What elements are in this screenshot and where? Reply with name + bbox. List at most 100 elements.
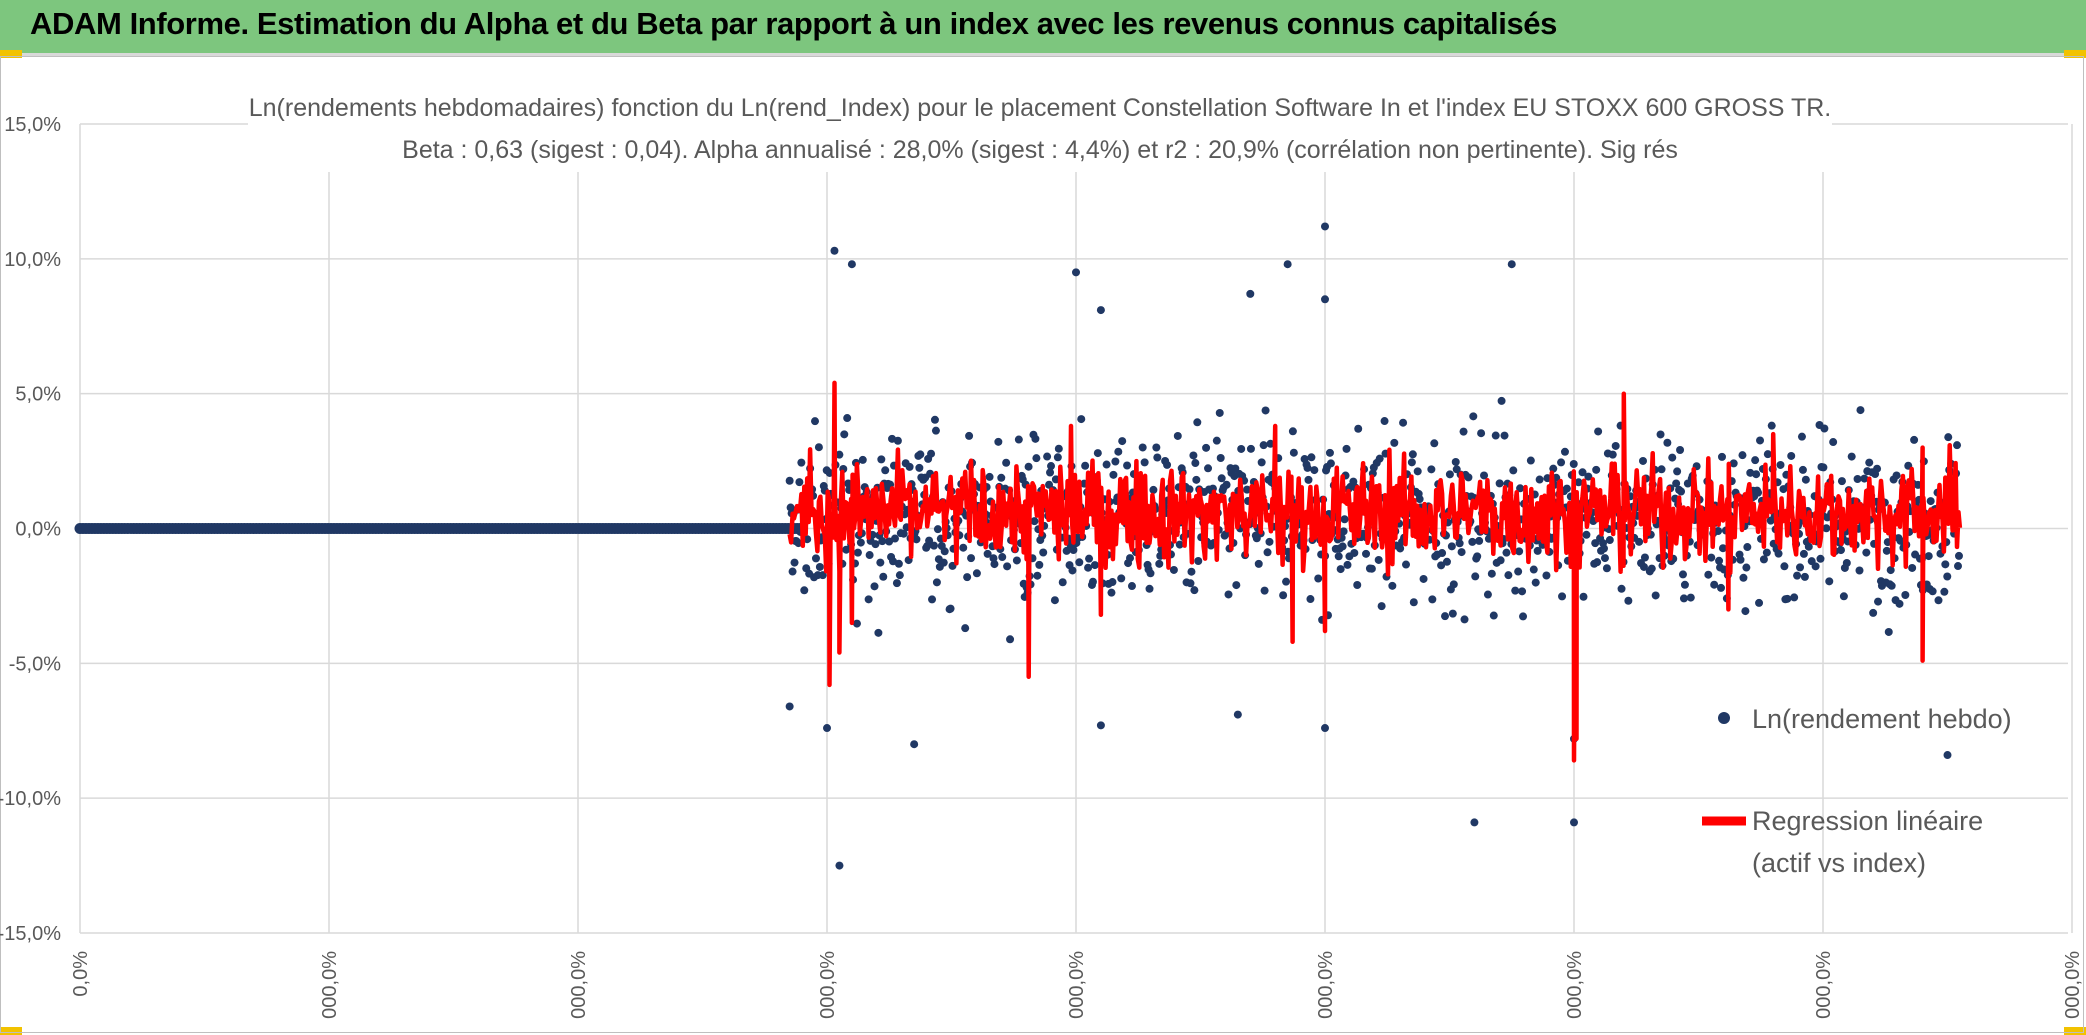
data-point	[1053, 453, 1062, 462]
data-point	[894, 559, 903, 568]
data-point	[1638, 456, 1647, 465]
data-point	[1107, 588, 1116, 597]
data-point	[1261, 406, 1270, 415]
data-point	[1475, 536, 1484, 545]
data-point	[1012, 556, 1021, 565]
y-tick-label: -15,0%	[0, 923, 61, 945]
data-point	[1676, 445, 1685, 454]
data-point	[1865, 458, 1874, 467]
data-point	[963, 573, 972, 582]
data-point	[1856, 406, 1865, 415]
data-point	[1886, 566, 1895, 575]
data-point	[1338, 542, 1347, 551]
data-point	[1246, 289, 1255, 298]
data-point	[998, 553, 1007, 562]
data-point	[870, 582, 879, 591]
data-point	[1668, 453, 1677, 462]
data-point	[1321, 724, 1329, 733]
data-point	[1774, 549, 1783, 558]
data-point	[1449, 580, 1458, 589]
data-point	[1202, 443, 1211, 452]
data-point	[928, 595, 937, 604]
data-point	[1853, 474, 1862, 483]
data-point	[1754, 488, 1763, 497]
data-point	[1077, 415, 1086, 424]
data-point	[1796, 563, 1805, 572]
data-point	[800, 586, 809, 595]
data-point	[1862, 548, 1871, 557]
data-point	[1189, 451, 1198, 460]
data-point	[881, 466, 890, 475]
data-point	[932, 578, 941, 587]
data-point	[905, 462, 914, 471]
data-point	[1169, 565, 1178, 574]
data-point	[1006, 635, 1015, 644]
data-point	[1217, 474, 1226, 483]
data-point	[1033, 571, 1042, 580]
data-point	[1793, 571, 1802, 580]
data-point	[1259, 441, 1268, 450]
data-point	[1892, 471, 1901, 480]
data-point	[1367, 564, 1376, 573]
data-point	[931, 426, 940, 435]
y-axis-ticks: 15,0% 10,0% 5,0% 0,0% -5,0% -10,0% -15,0%	[0, 114, 61, 945]
data-point	[785, 702, 794, 711]
data-point	[1470, 818, 1479, 827]
data-point	[1491, 431, 1500, 440]
data-point	[1928, 587, 1937, 596]
y-tick-label: 5,0%	[15, 384, 61, 406]
data-point	[1321, 222, 1329, 231]
data-point	[1847, 452, 1856, 461]
data-point	[994, 437, 1003, 446]
data-point	[1787, 451, 1796, 460]
data-point	[1560, 447, 1569, 456]
legend-label-regression-line-2: (actif vs index)	[1752, 848, 1926, 878]
data-point	[1088, 577, 1097, 586]
data-point	[1326, 459, 1335, 468]
data-point	[858, 455, 867, 464]
data-point	[1457, 548, 1466, 557]
data-point	[1542, 571, 1551, 580]
data-point	[1455, 539, 1464, 548]
data-point	[1742, 563, 1751, 572]
x-axis-ticks: 0,0% 000,0% 000,0% 000,0% 000,0% 000,0% 000,0%…	[70, 951, 2084, 1019]
data-point	[1415, 495, 1424, 504]
data-point	[1497, 396, 1506, 405]
data-point	[1014, 435, 1023, 444]
data-point	[1109, 470, 1118, 479]
data-point	[1635, 537, 1644, 546]
data-point	[1469, 412, 1478, 421]
data-point	[1399, 418, 1408, 427]
data-point	[1776, 460, 1785, 469]
data-point	[1304, 475, 1313, 484]
data-point	[1185, 485, 1194, 494]
data-point	[823, 724, 831, 733]
x-tick-label: 000,0%	[817, 951, 839, 1019]
data-point	[1639, 562, 1648, 571]
data-point	[1686, 593, 1695, 602]
legend: Ln(rendement hebdo) Regression linéaire …	[1702, 704, 2012, 878]
data-point	[815, 562, 824, 571]
data-point	[1483, 590, 1492, 599]
data-point	[1108, 578, 1117, 587]
data-point	[1901, 590, 1910, 599]
data-point	[1451, 457, 1460, 466]
data-point	[1024, 462, 1033, 471]
data-point	[1030, 517, 1039, 526]
data-point	[1707, 553, 1716, 562]
data-point	[1934, 596, 1943, 605]
data-point	[940, 547, 949, 556]
data-point	[1599, 544, 1608, 553]
data-point	[997, 473, 1006, 482]
data-point	[797, 458, 806, 467]
data-point	[1152, 443, 1161, 452]
data-point	[1579, 592, 1588, 601]
data-point	[930, 415, 939, 424]
data-point	[1288, 427, 1297, 436]
data-point	[1600, 554, 1609, 563]
data-point	[1050, 596, 1059, 605]
data-point	[1438, 549, 1447, 558]
data-point	[1464, 473, 1473, 482]
data-point	[1608, 450, 1617, 459]
data-point	[933, 525, 942, 534]
